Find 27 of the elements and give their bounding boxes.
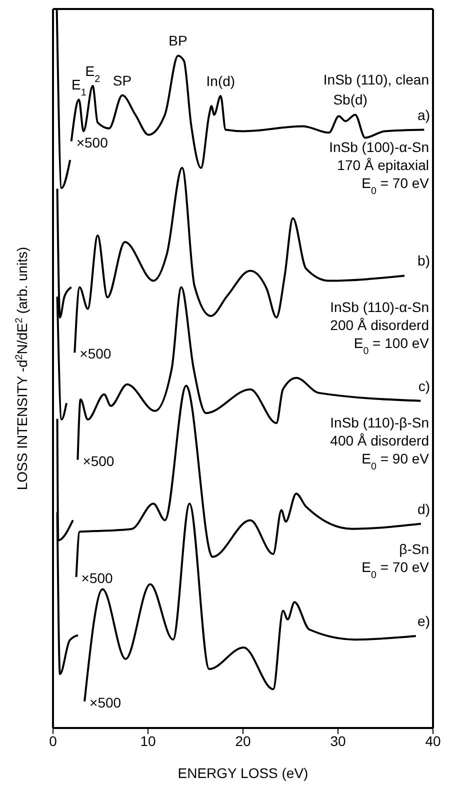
annotation: E$_{2}$ bbox=[85, 62, 100, 84]
series-label: e) bbox=[418, 612, 430, 629]
annotation: ×500 bbox=[80, 346, 112, 362]
annotation: ×500 bbox=[90, 694, 122, 710]
series-label: a) bbox=[418, 106, 430, 123]
x-tick-label: 0 bbox=[49, 732, 58, 749]
annotation: InSb (100)-α-Sn 170 Å epitaxial E$_{0}$ = 70 eV bbox=[329, 139, 430, 197]
annotation: SP bbox=[112, 72, 132, 88]
annotation: BP bbox=[168, 32, 188, 49]
annotation: InSb (110)-α-Sn 200 Å disorderd E$_{0}$ = 100 eV bbox=[330, 298, 430, 356]
x-tick-label: 30 bbox=[330, 732, 346, 749]
annotation: InSb (110), clean bbox=[323, 72, 429, 88]
series-label: b) bbox=[418, 252, 430, 269]
annotation: ×500 bbox=[76, 134, 108, 150]
series-label: c) bbox=[418, 378, 430, 394]
annotation: ×500 bbox=[81, 570, 114, 586]
annotation: InSb (110)-β-Sn 400 Å disorderd E$_{0}$ = 90 eV bbox=[330, 414, 430, 472]
x-tick-label: 40 bbox=[425, 732, 441, 749]
x-tick-label: 20 bbox=[235, 732, 251, 749]
text: β-Sn E$_{0}$ = 70 eV bbox=[362, 541, 429, 581]
annotation: Sb(d) bbox=[333, 92, 368, 108]
series-label: d) bbox=[418, 500, 430, 517]
annotation: E$_{1}$ bbox=[72, 76, 86, 98]
x-axis-title: ENERGY LOSS (eV) bbox=[178, 765, 308, 781]
x-tick-label: 10 bbox=[140, 732, 156, 749]
annotation: ×500 bbox=[82, 452, 114, 469]
annotation: In(d) bbox=[206, 73, 236, 89]
